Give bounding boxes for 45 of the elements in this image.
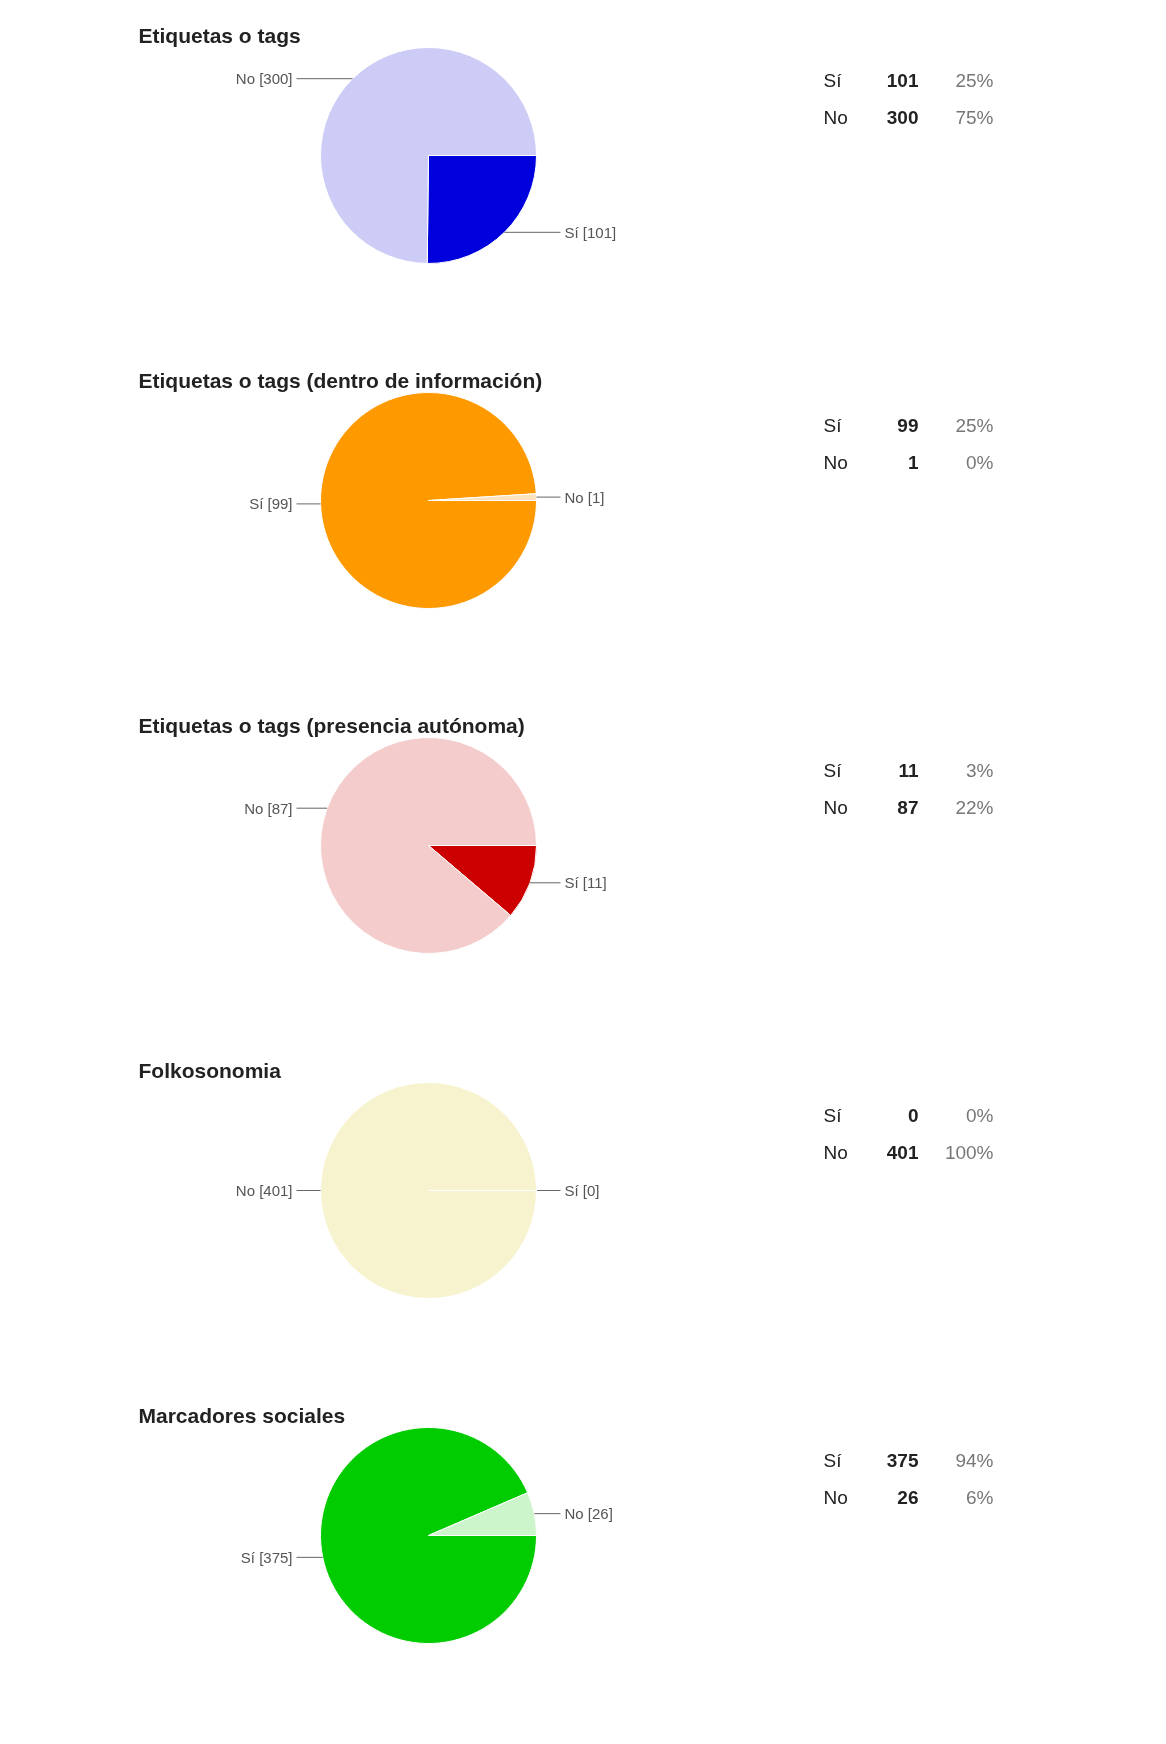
slice-label: No [1] (564, 488, 605, 506)
text: Sí (823, 1450, 843, 1471)
text: No (823, 452, 848, 473)
slice-label: Sí [11] (564, 874, 607, 892)
text: 0 (907, 1105, 919, 1126)
text: 22% (955, 797, 994, 818)
text: 99 (897, 415, 919, 436)
text: Sí (823, 1105, 843, 1126)
text: 94% (955, 1450, 994, 1471)
slice-label: Sí [101] (564, 223, 617, 241)
text: 11 (898, 760, 919, 781)
text: 100% (944, 1142, 994, 1163)
text: No (823, 1142, 848, 1163)
slice-label: Sí [99] (249, 495, 293, 513)
text: 3% (966, 760, 994, 781)
text: 87 (897, 797, 919, 818)
text: No (823, 1487, 848, 1508)
chart-title: Etiquetas o tags (dentro de información) (138, 369, 543, 392)
text: 25% (955, 70, 994, 91)
text: 25% (955, 415, 994, 436)
text: 300 (886, 107, 919, 128)
slice-label: Sí [375] (240, 1548, 293, 1566)
legend-label: Sí [0] (564, 1182, 600, 1199)
text: No (823, 797, 848, 818)
chart-title: Etiquetas o tags (138, 24, 301, 47)
text: 1 (907, 452, 919, 473)
text: 101 (886, 70, 919, 91)
text: Sí (823, 70, 843, 91)
slice-label: No [26] (564, 1505, 613, 1523)
text: 6% (966, 1487, 994, 1508)
text: 75% (955, 107, 994, 128)
text: Sí (823, 415, 843, 436)
text: 401 (886, 1142, 919, 1163)
text: 0% (966, 452, 994, 473)
text: 0% (966, 1105, 994, 1126)
chart-title: Folkosonomia (138, 1059, 282, 1082)
text: 26 (897, 1487, 919, 1508)
slice-label: No [87] (244, 799, 293, 817)
chart-title: Etiquetas o tags (presencia autónoma) (138, 714, 525, 737)
slice-label: No [300] (235, 70, 293, 88)
text: 375 (886, 1450, 919, 1471)
slice-label: No [401] (235, 1182, 293, 1199)
text: Sí (823, 760, 843, 781)
text: No (823, 107, 848, 128)
chart-title: Marcadores sociales (138, 1404, 346, 1427)
